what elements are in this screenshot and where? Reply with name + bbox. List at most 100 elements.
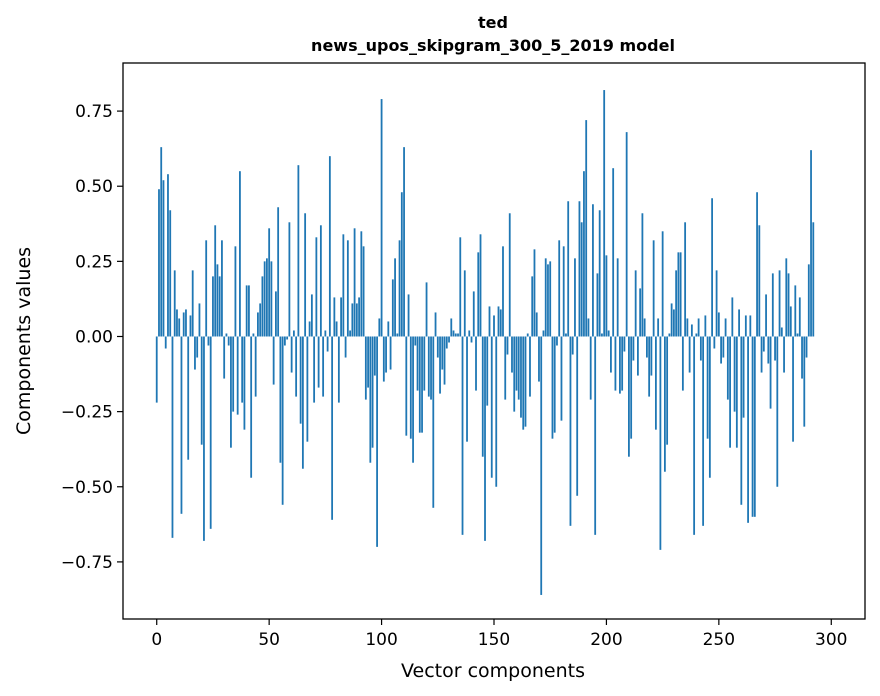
- bar: [697, 318, 700, 337]
- bar: [623, 336, 626, 352]
- bar: [387, 321, 390, 337]
- bar: [535, 312, 538, 337]
- bar: [355, 303, 358, 337]
- bar: [511, 336, 513, 373]
- bar: [672, 309, 675, 337]
- bar: [562, 246, 565, 337]
- bar: [322, 336, 325, 397]
- bar: [612, 168, 615, 337]
- bar: [295, 336, 298, 397]
- bar: [385, 336, 387, 373]
- bar: [610, 336, 612, 373]
- bar: [585, 120, 588, 337]
- x-tick-label: 250: [703, 630, 735, 650]
- bar: [751, 336, 754, 517]
- bar: [261, 276, 264, 337]
- bar: [230, 336, 232, 448]
- bar: [441, 336, 444, 370]
- bar: [351, 303, 354, 337]
- bar: [432, 336, 435, 508]
- bar: [194, 336, 196, 370]
- bar: [160, 147, 163, 337]
- bar: [421, 336, 423, 433]
- bar: [646, 336, 648, 358]
- bar: [232, 336, 235, 412]
- chart-title: ted: [478, 13, 508, 32]
- bar: [182, 312, 185, 337]
- bar: [223, 336, 226, 379]
- bar: [785, 258, 788, 337]
- bar: [547, 264, 549, 337]
- bar: [740, 336, 743, 505]
- bar: [654, 336, 657, 430]
- bar: [749, 315, 752, 337]
- bar: [522, 336, 525, 430]
- bar: [313, 336, 316, 403]
- bar: [560, 336, 563, 421]
- bar: [173, 270, 176, 337]
- bar: [328, 156, 331, 337]
- bar: [196, 336, 199, 358]
- bar: [517, 336, 520, 400]
- bar: [702, 336, 705, 526]
- bar: [765, 294, 767, 337]
- bar: [169, 210, 172, 337]
- bar: [520, 336, 522, 418]
- bar: [722, 336, 725, 358]
- bar: [317, 336, 320, 388]
- bar: [452, 330, 455, 337]
- bar: [789, 306, 792, 337]
- bar: [418, 336, 421, 433]
- bar: [304, 213, 307, 337]
- bar: [337, 336, 340, 403]
- bar: [234, 246, 237, 337]
- bar: [699, 336, 702, 361]
- bar: [742, 336, 745, 418]
- bar: [243, 336, 246, 430]
- bar: [661, 231, 664, 337]
- bar: [526, 333, 529, 337]
- bar: [158, 189, 160, 337]
- bar: [427, 336, 430, 397]
- bar: [236, 336, 239, 415]
- bar: [504, 336, 507, 400]
- bar: [596, 273, 599, 337]
- bar: [594, 336, 597, 535]
- bar: [461, 336, 464, 535]
- bar: [378, 318, 381, 337]
- bar: [436, 336, 439, 358]
- bar: [178, 318, 181, 337]
- bar: [445, 336, 448, 349]
- bar: [164, 336, 167, 349]
- bar: [331, 336, 334, 520]
- bar: [180, 336, 183, 514]
- bar: [171, 336, 174, 538]
- bar: [551, 336, 554, 439]
- bar: [443, 336, 446, 385]
- bar: [241, 336, 244, 403]
- bar: [715, 270, 718, 337]
- bar: [155, 336, 158, 403]
- bar: [263, 261, 266, 337]
- bar: [756, 192, 758, 337]
- bar: [279, 336, 282, 463]
- bar: [780, 327, 783, 337]
- bar: [578, 201, 581, 337]
- bar: [760, 336, 763, 373]
- bar: [394, 258, 396, 337]
- bar: [225, 333, 228, 337]
- y-tick-label: 0.00: [75, 327, 113, 347]
- bar: [747, 336, 749, 523]
- y-tick-label: −0.25: [61, 403, 113, 423]
- bar: [771, 273, 774, 337]
- bar: [349, 330, 351, 337]
- bar: [479, 234, 482, 337]
- bar: [513, 336, 516, 412]
- bar: [466, 336, 468, 442]
- bar: [216, 264, 219, 337]
- bar: [214, 225, 217, 337]
- bar: [544, 258, 547, 337]
- bar: [200, 336, 203, 445]
- bar: [389, 336, 392, 370]
